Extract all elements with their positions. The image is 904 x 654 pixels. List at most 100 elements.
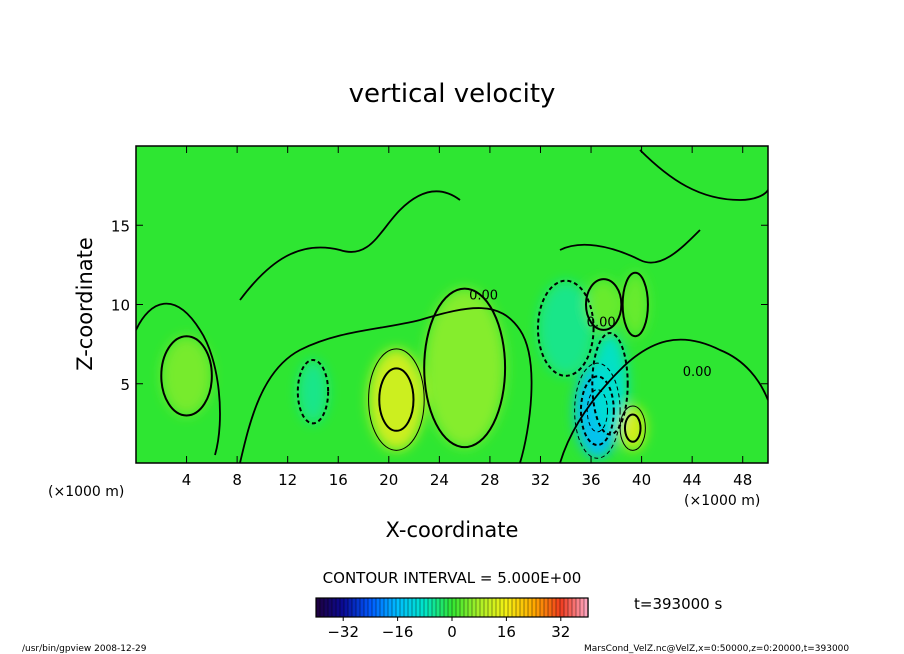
colorbar-segment <box>535 597 541 618</box>
footer-left: /usr/bin/gpview 2008-12-29 <box>22 644 147 654</box>
colorbar-segment <box>547 597 553 618</box>
heatmap-feature <box>620 405 646 451</box>
contour-line <box>623 413 642 443</box>
contour-line <box>536 279 595 377</box>
colorbar-segment <box>571 597 577 618</box>
contour-line <box>584 278 623 331</box>
zero-contour <box>639 149 768 201</box>
x-tick-label: 20 <box>379 471 398 489</box>
colorbar-segment <box>447 597 453 618</box>
x-tick-label: 32 <box>531 471 550 489</box>
colorbar-segment <box>507 597 513 618</box>
time-label: t=393000 s <box>634 595 722 613</box>
x-tick-label: 16 <box>329 471 348 489</box>
x-tick-label: 8 <box>232 471 242 489</box>
colorbar-segment <box>427 597 433 618</box>
colorbar-segment <box>387 597 393 618</box>
contour-line <box>574 362 621 459</box>
contour-line <box>160 335 213 417</box>
colorbar-segment <box>491 597 497 618</box>
colorbar-segment <box>339 597 345 618</box>
contour-line <box>296 358 330 425</box>
colorbar-segment <box>415 597 421 618</box>
colorbar-segment <box>327 597 333 618</box>
colorbar-segment <box>367 597 373 618</box>
contour-label: 0.00 <box>469 289 498 304</box>
colorbar-segment <box>495 597 501 618</box>
colorbar-segment <box>511 597 517 618</box>
heatmap-feature <box>592 333 628 435</box>
colorbar-segment <box>555 597 561 618</box>
colorbar-segment <box>443 597 449 618</box>
contour-line <box>619 405 646 451</box>
colorbar-segment <box>539 597 545 618</box>
colorbar-segment <box>391 597 397 618</box>
colorbar-segment <box>359 597 365 618</box>
colorbar-segment <box>463 597 469 618</box>
colorbar-ticks: −32 −16 0 16 32 <box>327 617 570 641</box>
colorbar-tick-label: −16 <box>382 623 414 641</box>
colorbar-segment <box>483 597 489 618</box>
x-tick-label: 36 <box>581 471 600 489</box>
contour-interval-text: CONTOUR INTERVAL = 5.000E+00 <box>323 569 582 587</box>
x-axis-ticks: 4 8 12 16 20 24 28 32 36 40 44 48 <box>182 146 752 489</box>
colorbar-segment <box>515 597 521 618</box>
colorbar-segment <box>519 597 525 618</box>
x-tick-label: 12 <box>278 471 297 489</box>
colorbar-segment <box>467 597 473 618</box>
zero-contour <box>239 307 533 463</box>
x-tick-label: 28 <box>480 471 499 489</box>
colorbar-tick-label: 32 <box>551 623 570 641</box>
contour-line <box>423 287 507 449</box>
colorbar-segment <box>455 597 461 618</box>
colorbar-segment <box>403 597 409 618</box>
heatmap-feature <box>537 280 594 376</box>
x-axis-label: X-coordinate <box>386 518 519 542</box>
colorbar-segment <box>351 597 357 618</box>
colorbar-segment <box>355 597 361 618</box>
y-tick-label: 10 <box>111 297 130 315</box>
x-unit-right: (×1000 m) <box>684 493 760 509</box>
x-tick-label: 48 <box>733 471 752 489</box>
colorbar-segment <box>499 597 505 618</box>
colorbar-segment <box>343 597 349 618</box>
colorbar-tick-label: 16 <box>497 623 516 641</box>
footer-right: MarsCond_VelZ.nc@VelZ,x=0:50000,z=0:2000… <box>584 644 849 654</box>
colorbar-segment <box>331 597 337 618</box>
colorbar-segment <box>319 597 325 618</box>
chart-title: vertical velocity <box>349 79 556 109</box>
colorbar-segment <box>459 597 465 618</box>
colorbar-segment <box>543 597 549 618</box>
contour-label: 0.00 <box>587 316 616 331</box>
colorbar-segment <box>475 597 481 618</box>
colorbar-segment <box>479 597 485 618</box>
contour-label: 0.00 <box>683 365 712 380</box>
colorbar-segment <box>439 597 445 618</box>
colorbar-tick-label: 0 <box>447 623 457 641</box>
x-unit-left: (×1000 m) <box>48 484 124 500</box>
heatmap-feature <box>424 288 506 448</box>
colorbar-segment <box>383 597 389 618</box>
colorbar-tick-label: −32 <box>327 623 359 641</box>
colorbar-segment <box>435 597 441 618</box>
contour-line <box>591 332 629 436</box>
x-tick-label: 44 <box>683 471 702 489</box>
zero-contour <box>559 338 768 463</box>
colorbar-segment <box>567 597 573 618</box>
colorbar-segment <box>335 597 341 618</box>
colorbar-segment <box>379 597 385 618</box>
colorbar-segment <box>523 597 529 618</box>
contour-lines <box>136 149 768 463</box>
heatmap-feature <box>161 336 212 416</box>
plot-area: 0.00 0.00 0.00 <box>136 146 768 463</box>
colorbar-segment <box>559 597 565 618</box>
contour-line <box>378 367 415 432</box>
colorbar-segment <box>347 597 353 618</box>
colorbar-segment <box>451 597 457 618</box>
colorbar-segment <box>471 597 477 618</box>
zero-contour <box>239 190 461 301</box>
x-tick-label: 24 <box>430 471 449 489</box>
colorbar-segment <box>315 597 321 618</box>
colorbar-segment <box>579 597 585 618</box>
